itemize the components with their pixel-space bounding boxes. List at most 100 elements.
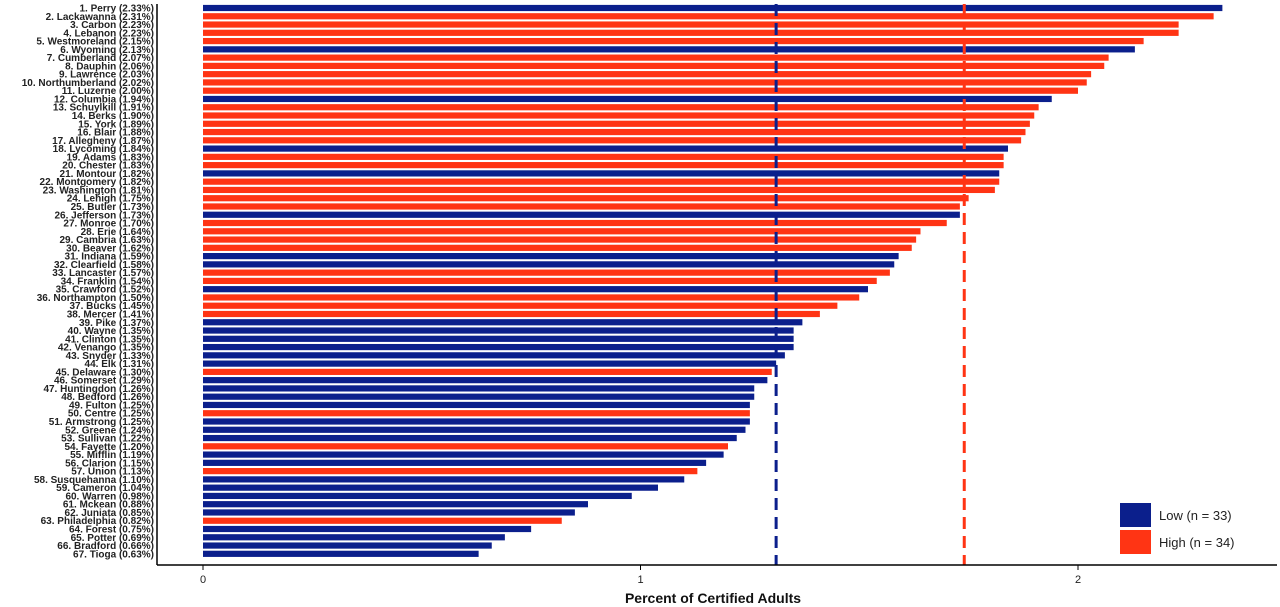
- bar-16: [203, 128, 1026, 136]
- bar-67: [203, 550, 479, 557]
- bar-33: [203, 269, 890, 276]
- bar-14: [203, 112, 1035, 119]
- bar-11: [203, 87, 1078, 94]
- y-tick-label-4: 4. Lebanon (2.23%): [63, 28, 154, 39]
- bar-25: [203, 203, 960, 210]
- y-tick-label-35: 35. Crawford (1.52%): [56, 285, 154, 296]
- y-tick-label-56: 56. Clarion (1.15%): [65, 458, 154, 469]
- y-tick-label-53: 53. Sullivan (1.22%): [61, 434, 154, 445]
- y-tick-label-32: 32. Clearfield (1.58%): [54, 260, 154, 271]
- y-tick-label-46: 46. Somerset (1.29%): [54, 376, 154, 387]
- y-tick-label-43: 43. Snyder (1.33%): [66, 351, 154, 362]
- y-tick-label-36: 36. Northampton (1.50%): [37, 293, 154, 304]
- y-tick-label-15: 15. York (1.89%): [78, 119, 154, 130]
- y-tick-label-26: 26. Jefferson (1.73%): [55, 210, 155, 221]
- bar-40: [203, 327, 794, 334]
- legend-swatch-high: [1120, 530, 1151, 554]
- bar-61: [203, 501, 588, 508]
- y-tick-label-48: 48. Bedford (1.26%): [61, 392, 154, 403]
- y-tick-label-50: 50. Centre (1.25%): [68, 409, 154, 420]
- bar-19: [203, 153, 1004, 160]
- y-tick-label-47: 47. Huntingdon (1.26%): [43, 384, 154, 395]
- y-tick-label-1: 1. Perry (2.33%): [80, 4, 155, 15]
- bar-10: [203, 79, 1087, 86]
- y-tick-label-59: 59. Cameron (1.04%): [56, 483, 154, 494]
- bar-34: [203, 277, 877, 285]
- y-tick-label-24: 24. Lehigh (1.75%): [67, 194, 154, 205]
- bar-45: [203, 368, 772, 375]
- bar-44: [203, 360, 777, 367]
- y-tick-label-44: 44. Elk (1.31%): [85, 359, 154, 370]
- legend-label-low: Low (n = 33): [1159, 508, 1232, 523]
- y-tick-label-22: 22. Montgomery (1.82%): [40, 177, 154, 188]
- bar-32: [203, 261, 895, 268]
- y-tick-label-51: 51. Armstrong (1.25%): [49, 417, 154, 428]
- y-tick-label-27: 27. Monroe (1.70%): [63, 219, 154, 230]
- y-tick-label-29: 29. Cambria (1.63%): [60, 235, 155, 246]
- y-tick-label-5: 5. Westmoreland (2.15%): [36, 37, 154, 48]
- y-tick-label-25: 25. Butler (1.73%): [71, 202, 154, 213]
- bar-49: [203, 401, 750, 409]
- bar-50: [203, 410, 750, 417]
- bar-26: [203, 211, 960, 218]
- y-tick-label-17: 17. Allegheny (1.87%): [52, 136, 154, 147]
- bar-36: [203, 294, 860, 301]
- bar-56: [203, 459, 707, 466]
- legend-swatch-low: [1120, 503, 1151, 527]
- y-tick-label-3: 3. Carbon (2.23%): [70, 20, 154, 31]
- bar-55: [203, 451, 724, 458]
- y-tick-label-2: 2. Lackawanna (2.31%): [46, 12, 154, 23]
- y-tick-label-55: 55. Mifflin (1.19%): [70, 450, 154, 461]
- y-tick-label-21: 21. Montour (1.82%): [60, 169, 154, 180]
- bar-58: [203, 476, 685, 483]
- y-tick-label-10: 10. Northumberland (2.02%): [22, 78, 154, 89]
- bar-24: [203, 195, 969, 202]
- bar-20: [203, 162, 1004, 169]
- y-tick-label-34: 34. Franklin (1.54%): [61, 276, 154, 287]
- bar-3: [203, 21, 1179, 28]
- bar-65: [203, 534, 505, 541]
- bar-53: [203, 434, 737, 442]
- y-tick-label-23: 23. Washington (1.81%): [43, 185, 154, 196]
- bar-37: [203, 302, 838, 309]
- bar-60: [203, 492, 632, 500]
- bar-15: [203, 120, 1030, 127]
- bar-1: [203, 4, 1223, 12]
- bar-5: [203, 37, 1144, 45]
- x-tick-label-2: 2: [1075, 574, 1081, 586]
- bar-51: [203, 418, 750, 425]
- y-tick-label-12: 12. Columbia (1.94%): [54, 94, 154, 105]
- y-tick-label-16: 16. Blair (1.88%): [77, 128, 154, 139]
- y-tick-label-6: 6. Wyoming (2.13%): [60, 45, 154, 56]
- bar-54: [203, 443, 728, 450]
- bar-23: [203, 186, 995, 194]
- y-tick-label-20: 20. Chester (1.83%): [62, 161, 154, 172]
- y-axis-labels: 1. Perry (2.33%)2. Lackawanna (2.31%)3. …: [22, 4, 154, 561]
- bar-27: [203, 219, 947, 227]
- bar-35: [203, 286, 868, 293]
- bar-13: [203, 104, 1039, 111]
- bar-48: [203, 393, 755, 400]
- bar-63: [203, 517, 562, 524]
- y-tick-label-38: 38. Mercer (1.41%): [67, 309, 154, 320]
- bar-66: [203, 542, 492, 549]
- bar-52: [203, 426, 746, 433]
- y-tick-label-30: 30. Beaver (1.62%): [66, 243, 154, 254]
- y-tick-label-31: 31. Indiana (1.59%): [65, 252, 154, 263]
- y-tick-label-49: 49. Fulton (1.25%): [69, 400, 154, 411]
- y-tick-label-13: 13. Schuylkill (1.91%): [53, 103, 154, 114]
- y-tick-label-41: 41. Clinton (1.35%): [65, 334, 154, 345]
- bar-18: [203, 145, 1008, 152]
- y-tick-label-11: 11. Luzerne (2.00%): [62, 86, 154, 97]
- bar-9: [203, 71, 1092, 78]
- y-tick-label-40: 40. Wayne (1.35%): [68, 326, 154, 337]
- x-tick-label-1: 1: [637, 574, 643, 586]
- y-tick-label-66: 66. Bradford (0.66%): [57, 541, 154, 552]
- y-tick-label-52: 52. Greene (1.24%): [65, 425, 154, 436]
- y-tick-label-64: 64. Forest (0.75%): [69, 525, 154, 536]
- bar-62: [203, 509, 575, 516]
- bar-12: [203, 95, 1052, 103]
- bar-43: [203, 352, 785, 359]
- y-tick-label-33: 33. Lancaster (1.57%): [52, 268, 154, 279]
